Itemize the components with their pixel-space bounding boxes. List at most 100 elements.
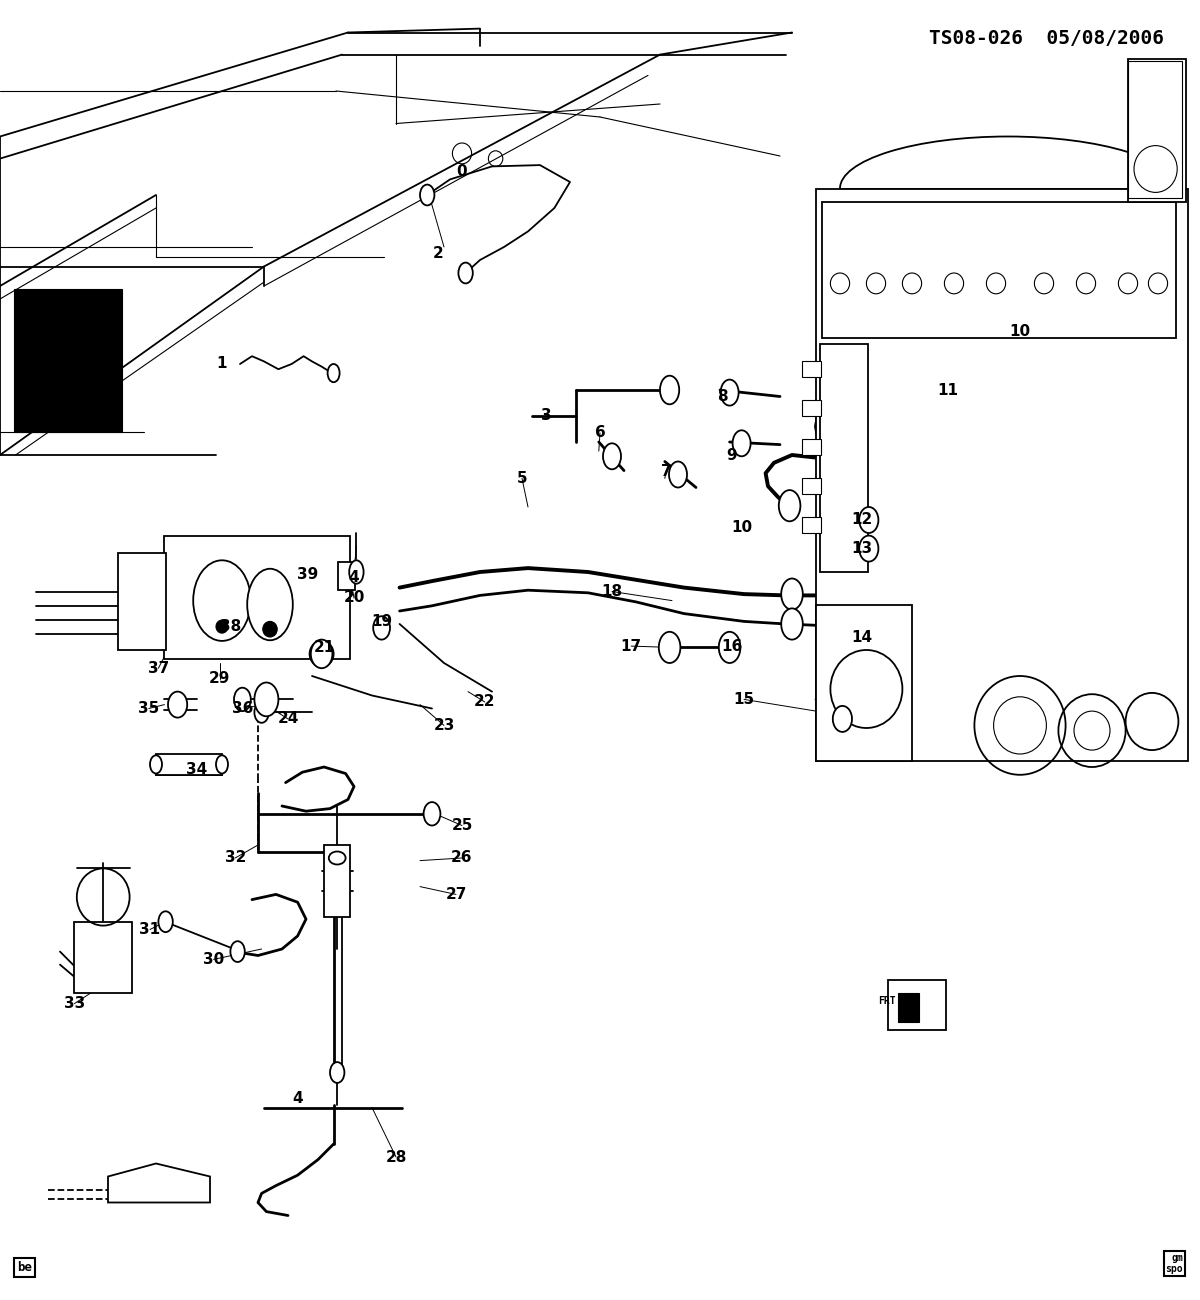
Ellipse shape [670, 462, 686, 488]
Ellipse shape [311, 640, 332, 668]
Text: 35: 35 [138, 701, 160, 716]
Bar [1128, 61, 1182, 198]
Bar [802, 517, 821, 533]
Text: 5: 5 [517, 471, 527, 486]
Ellipse shape [158, 911, 173, 932]
Text: 32: 32 [224, 850, 246, 866]
Bar [14, 289, 122, 432]
Text: 2: 2 [433, 246, 443, 261]
Text: 18: 18 [601, 584, 623, 599]
Bar [816, 188, 1188, 760]
Ellipse shape [659, 632, 680, 663]
Text: 14: 14 [851, 629, 872, 645]
Text: 21: 21 [313, 640, 335, 655]
Text: 39: 39 [296, 567, 318, 582]
Text: 1: 1 [217, 356, 227, 372]
Text: 13: 13 [851, 541, 872, 556]
Text: 34: 34 [186, 762, 208, 777]
Text: 23: 23 [433, 718, 455, 733]
Circle shape [216, 620, 228, 633]
Ellipse shape [458, 263, 473, 283]
Text: FRT: FRT [878, 996, 896, 1006]
Bar [802, 439, 821, 455]
Ellipse shape [604, 443, 622, 469]
Text: TS08-026  05/08/2006: TS08-026 05/08/2006 [929, 29, 1164, 48]
Text: 26: 26 [451, 850, 473, 866]
Bar [1128, 58, 1186, 202]
Text: 3: 3 [541, 408, 551, 424]
Ellipse shape [329, 852, 346, 864]
Bar [822, 202, 1176, 338]
Text: 17: 17 [620, 638, 642, 654]
Ellipse shape [168, 692, 187, 718]
Bar [888, 980, 946, 1030]
Text: 7: 7 [661, 464, 671, 480]
Text: 16: 16 [721, 638, 743, 654]
Text: 33: 33 [64, 996, 85, 1011]
Ellipse shape [216, 755, 228, 774]
Polygon shape [108, 1164, 210, 1202]
Ellipse shape [424, 802, 440, 826]
Ellipse shape [859, 536, 878, 562]
Text: gm
spo: gm spo [1165, 1253, 1183, 1274]
Ellipse shape [373, 616, 390, 640]
Text: 25: 25 [451, 818, 473, 833]
Ellipse shape [720, 380, 739, 406]
Bar [156, 754, 222, 775]
Bar [164, 536, 350, 659]
Text: 11: 11 [937, 382, 959, 398]
Ellipse shape [230, 941, 245, 962]
Text: 22: 22 [474, 694, 496, 710]
Bar [816, 604, 912, 760]
Text: 30: 30 [203, 952, 224, 967]
Text: 31: 31 [139, 922, 161, 937]
Text: 36: 36 [232, 701, 253, 716]
Text: 4: 4 [349, 569, 359, 585]
Bar [338, 562, 355, 590]
Text: 0: 0 [457, 164, 467, 179]
Bar [802, 478, 821, 494]
Ellipse shape [833, 706, 852, 732]
Ellipse shape [732, 430, 751, 456]
Bar [74, 922, 132, 993]
Bar [118, 552, 166, 650]
Text: 20: 20 [343, 590, 365, 606]
Text: 29: 29 [209, 671, 230, 686]
Bar [898, 993, 919, 1022]
Text: 10: 10 [731, 520, 752, 536]
Ellipse shape [660, 376, 679, 404]
Text: 10: 10 [1009, 324, 1031, 339]
Text: 15: 15 [733, 692, 755, 707]
Bar [820, 344, 868, 572]
Ellipse shape [328, 364, 340, 382]
Ellipse shape [330, 1062, 344, 1083]
Text: 38: 38 [220, 619, 241, 634]
Text: 6: 6 [595, 425, 605, 441]
Text: 27: 27 [445, 887, 467, 902]
Ellipse shape [247, 569, 293, 641]
Text: 9: 9 [727, 447, 737, 463]
Bar [802, 361, 821, 377]
Circle shape [263, 621, 277, 637]
Ellipse shape [150, 755, 162, 774]
Text: 24: 24 [277, 711, 299, 727]
Text: 4: 4 [293, 1091, 302, 1106]
Text: 37: 37 [148, 660, 169, 676]
Ellipse shape [859, 507, 878, 533]
Ellipse shape [254, 682, 278, 716]
Ellipse shape [779, 490, 800, 521]
Ellipse shape [234, 688, 251, 711]
Ellipse shape [420, 185, 434, 205]
Bar [802, 400, 821, 416]
Ellipse shape [781, 608, 803, 640]
Ellipse shape [193, 560, 251, 641]
Ellipse shape [254, 702, 269, 723]
Ellipse shape [719, 632, 740, 663]
Ellipse shape [349, 560, 364, 584]
Text: 8: 8 [718, 389, 727, 404]
Text: 28: 28 [385, 1149, 407, 1165]
Ellipse shape [781, 578, 803, 610]
Bar [324, 845, 350, 916]
Text: 12: 12 [851, 512, 872, 528]
Text: be: be [17, 1261, 32, 1274]
